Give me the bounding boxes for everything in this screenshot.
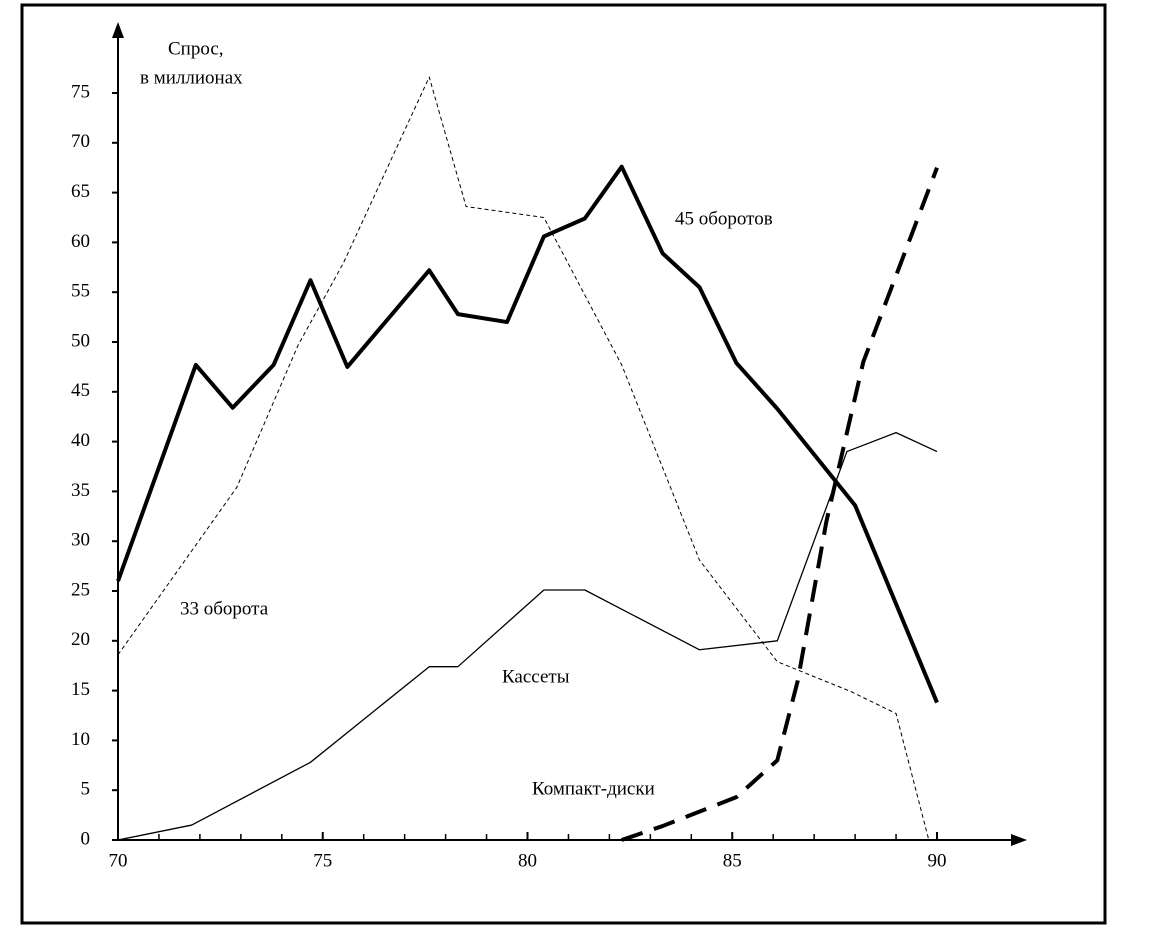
y-tick-label: 10 [71,729,90,750]
series-line [116,164,939,704]
y-tick-label: 30 [71,530,90,551]
series-label: 45 оборотов [675,208,773,229]
x-tick-label: 70 [109,850,128,871]
y-tick-label: 25 [71,579,90,600]
y-tick-label: 20 [71,629,90,650]
y-tick-label: 60 [71,231,90,252]
y-tick-label: 55 [71,281,90,302]
y-axis-arrow [112,22,124,38]
y-axis-label: Спрос, [168,38,224,59]
y-tick-label: 65 [71,181,90,202]
y-tick-label: 45 [71,380,90,401]
x-tick-label: 85 [723,850,742,871]
y-tick-label: 40 [71,430,90,451]
series-line [117,431,938,841]
series-label: Компакт-диски [532,778,655,799]
y-tick-label: 35 [71,480,90,501]
series-line [117,76,930,841]
y-tick-label: 50 [71,330,90,351]
series-line [621,166,939,842]
x-tick-label: 90 [928,850,947,871]
frame [20,3,1107,925]
y-tick-label: 15 [71,679,90,700]
y-axis-label: в миллионах [140,67,243,88]
x-axis-arrow [1011,834,1027,846]
series-label: 33 оборота [180,598,269,619]
y-tick-label: 5 [81,779,91,800]
series-label: Кассеты [502,666,570,687]
y-tick-label: 70 [71,131,90,152]
y-tick-label: 0 [81,828,91,849]
y-tick-label: 75 [71,81,90,102]
x-tick-label: 80 [518,850,537,871]
x-tick-label: 75 [313,850,332,871]
